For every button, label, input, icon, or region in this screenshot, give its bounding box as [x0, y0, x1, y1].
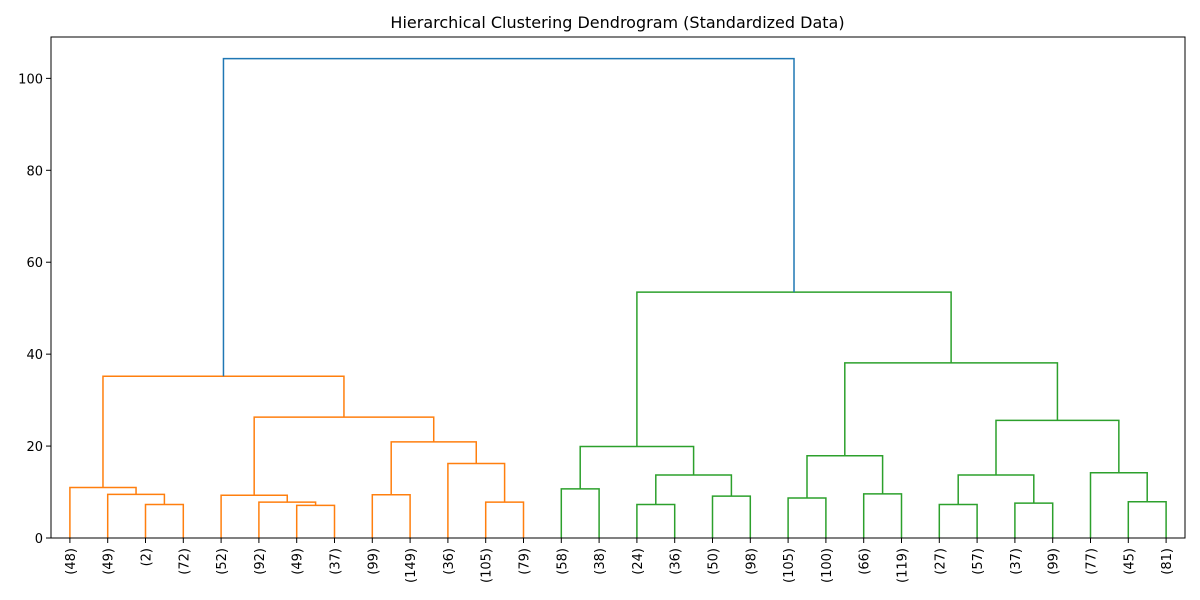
dendrogram-link — [1014, 502, 1054, 538]
dendrogram-link — [1089, 471, 1148, 538]
dendrogram-link — [106, 493, 166, 538]
x-tick-label: (50) — [707, 548, 722, 575]
x-tick-label: (149) — [404, 548, 419, 583]
x-tick-label: (105) — [480, 548, 495, 583]
dendrogram-link — [995, 419, 1120, 476]
x-tick-label: (99) — [1047, 548, 1062, 575]
dendrogram-link — [579, 445, 695, 489]
y-tick-label: 0 — [35, 532, 43, 547]
x-tick-label: (36) — [669, 548, 684, 575]
x-tick-label: (66) — [858, 548, 873, 575]
dendrogram-link — [484, 501, 525, 538]
dendrogram-link — [144, 503, 185, 538]
x-tick-label: (99) — [366, 548, 381, 575]
x-tick-label: (37) — [329, 548, 344, 575]
x-tick-label: (49) — [291, 548, 306, 575]
y-tick-label: 40 — [26, 348, 43, 363]
x-tick-label: (52) — [215, 548, 230, 575]
x-tick-label: (48) — [64, 548, 79, 575]
x-tick-label: (119) — [896, 548, 911, 583]
dendrogram-link — [390, 441, 477, 495]
x-tick-label: (92) — [253, 548, 268, 575]
chart-title: Hierarchical Clustering Dendrogram (Stan… — [390, 13, 844, 32]
x-tick-label: (36) — [442, 548, 457, 575]
x-tick-label: (105) — [782, 548, 797, 583]
x-tick-label: (100) — [820, 548, 835, 583]
x-axis: (48) (49) (2) (72) (52) (92) (49) (37) (99) (149)… — [64, 538, 1175, 583]
dendrogram-link — [806, 454, 884, 499]
dendrogram-link — [636, 291, 952, 447]
y-tick-label: 20 — [26, 440, 43, 455]
dendrogram-link — [862, 493, 903, 538]
dendrogram-link — [295, 504, 336, 538]
y-tick-label: 100 — [18, 72, 43, 87]
dendrogram-link — [655, 474, 733, 505]
dendrogram-link — [938, 503, 978, 538]
x-tick-label: (58) — [555, 548, 570, 575]
dendrogram-link — [258, 501, 317, 538]
x-tick-label: (38) — [593, 548, 608, 575]
x-tick-label: (2) — [140, 548, 155, 566]
x-tick-label: (27) — [933, 548, 948, 575]
x-tick-label: (45) — [1122, 548, 1137, 575]
dendrogram-link — [844, 362, 1059, 456]
x-tick-label: (79) — [518, 548, 533, 575]
dendrogram-link — [711, 495, 752, 538]
dendrogram-link — [102, 375, 345, 488]
x-tick-label: (24) — [631, 548, 646, 575]
y-tick-label: 80 — [26, 164, 43, 179]
x-tick-label: (77) — [1085, 548, 1100, 575]
dendrogram-link — [560, 488, 600, 538]
dendrogram-link — [636, 503, 676, 538]
x-tick-label: (49) — [102, 548, 117, 575]
dendrogram-links — [69, 57, 1167, 538]
dendrogram-link — [371, 494, 411, 538]
y-axis: 0 20 40 60 80 100 — [18, 72, 51, 547]
x-tick-label: (57) — [971, 548, 986, 575]
y-tick-label: 60 — [26, 256, 43, 271]
dendrogram-link — [1127, 500, 1167, 538]
x-tick-label: (98) — [744, 548, 759, 575]
dendrogram-link — [447, 462, 506, 538]
dendrogram-link — [957, 474, 1035, 505]
x-tick-label: (81) — [1160, 548, 1175, 575]
x-tick-label: (72) — [177, 548, 192, 575]
x-tick-label: (37) — [1009, 548, 1024, 575]
dendrogram-link — [253, 416, 435, 496]
dendrogram-link — [787, 497, 827, 538]
dendrogram-link — [222, 57, 795, 377]
plot-frame — [50, 36, 1186, 539]
